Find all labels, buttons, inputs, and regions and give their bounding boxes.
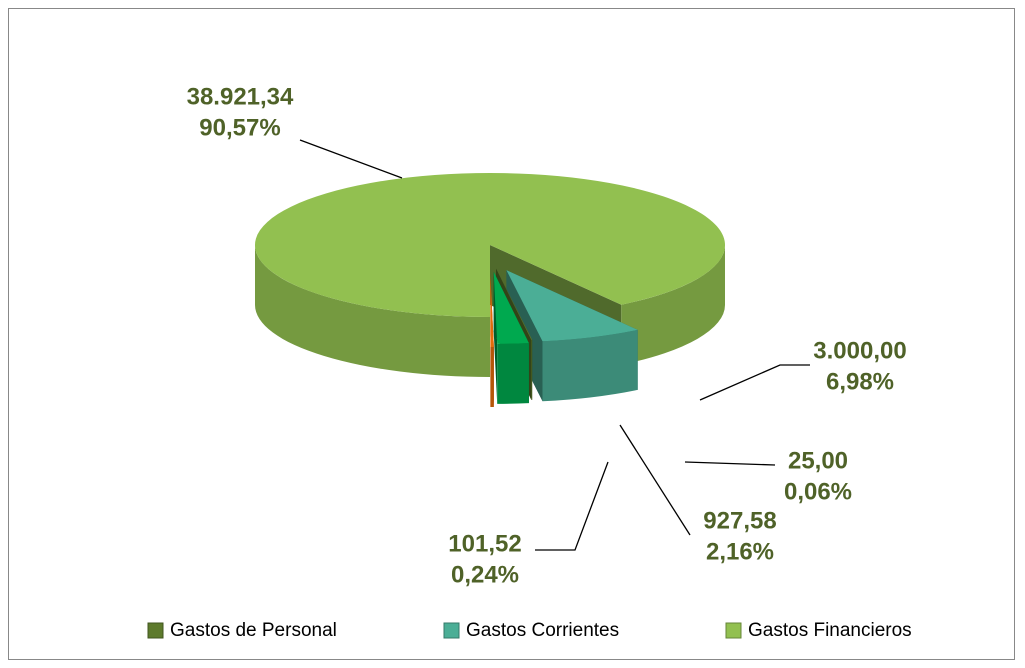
legend-label: Gastos Corrientes <box>466 620 619 641</box>
percent-label: 90,57% <box>199 114 280 141</box>
percent-label: 2,16% <box>706 538 774 565</box>
percent-label: 6,98% <box>826 368 894 395</box>
slice <box>255 173 726 317</box>
value-label: 38.921,34 <box>187 83 294 110</box>
leader-line <box>699 364 810 401</box>
legend-swatch <box>147 622 164 639</box>
slice <box>490 274 494 347</box>
slice <box>493 271 529 344</box>
value-label: 3.000,00 <box>813 337 906 364</box>
legend-label: Gastos de Personal <box>170 620 337 641</box>
slice <box>506 270 638 342</box>
leader-line <box>535 461 609 551</box>
leader-line <box>299 139 403 179</box>
legend-swatch <box>443 622 460 639</box>
slice-side <box>255 245 490 377</box>
percent-label: 0,06% <box>784 478 852 505</box>
value-label: 101,52 <box>448 530 521 557</box>
slice-side <box>490 346 494 407</box>
percent-label: 0,24% <box>451 561 519 588</box>
value-label: 927,58 <box>703 507 776 534</box>
slice-side <box>621 245 725 365</box>
value-label: 25,00 <box>788 447 848 474</box>
slice-side <box>497 343 529 404</box>
legend-label: Gastos Financieros <box>748 620 912 641</box>
slice-side <box>531 339 533 400</box>
leader-line <box>684 461 776 466</box>
slice-wall <box>493 271 498 404</box>
legend-swatch <box>725 622 742 639</box>
slice <box>496 268 533 340</box>
leader-line <box>619 424 691 536</box>
slice-side <box>542 329 638 402</box>
